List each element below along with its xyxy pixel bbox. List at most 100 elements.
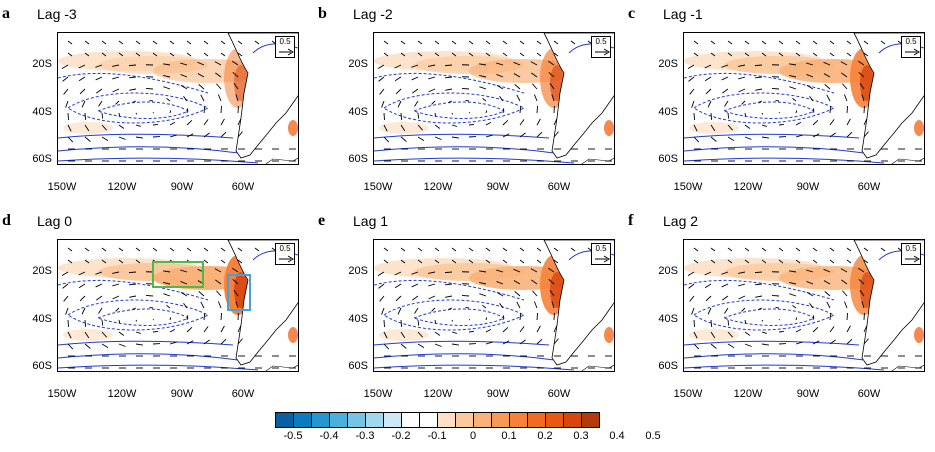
antarctic-peninsula [581,157,614,164]
wind-vector [513,73,521,78]
wind-vector [863,131,869,138]
wind-vector [163,270,171,273]
wind-vector [795,121,802,126]
wind-vector [400,259,406,264]
wind-vector [145,88,154,90]
wind-vector [394,64,402,69]
wind-vector [761,247,767,252]
lat-tick-label: 20S [348,265,368,277]
wind-vector [149,306,154,309]
wind-vector [553,52,559,57]
panel-letter: a [2,5,10,22]
lat-tick-label: 40S [348,313,368,325]
wind-vector [806,269,814,273]
wind-vector [400,331,406,339]
wind-vector [468,319,470,321]
wind-vector [823,73,831,78]
wind-vector [722,295,729,301]
antarctic-peninsula [891,364,924,371]
wind-vector [519,259,525,264]
wind-vector [434,112,437,117]
wind-vector [186,40,192,45]
wind-vector [829,119,835,126]
pressure-contour [684,72,835,94]
wind-vector [383,343,390,350]
wind-vector [775,99,780,102]
wind-vector [84,247,90,252]
wind-vector [778,123,784,126]
wind-vector [744,52,750,57]
colorbar-swatch [365,412,384,428]
wind-vector [721,64,729,68]
wind-vector [502,40,508,45]
wind-vector [689,88,695,95]
wind-vector [738,88,746,93]
wind-vector [400,112,403,121]
wind-vector [444,283,453,286]
wind-vector [237,40,243,45]
wind-vector [445,295,453,298]
map-svg [374,33,614,164]
wind-vector [812,52,818,57]
wind-vector [186,52,192,57]
wind-vector [688,76,695,82]
map-svg [684,33,924,164]
wind-vector [163,63,171,66]
wind-vector [570,247,576,252]
wind-vector [145,295,154,297]
wind-vector [775,306,780,309]
wind-vector [451,136,459,139]
wind-vector [180,84,188,90]
wind-vector [531,279,538,285]
wind-vector [704,271,712,276]
wind-vector [84,319,87,328]
wind-vector [519,132,526,138]
wind-vector [67,112,69,121]
pressure-contour [58,157,259,164]
wind-vector [744,259,750,264]
lon-tick-label: 60W [231,181,255,193]
wind-vector [687,271,695,276]
lat-tick-label: 20S [658,58,678,70]
wind-vector [220,118,225,126]
wind-vector [771,88,780,90]
lat-tick-label: 40S [658,313,678,325]
wind-vector [135,343,143,346]
panel-letter: f [628,212,634,229]
wind-vector [417,124,423,131]
reference-vector-label: 0.5 [279,37,291,46]
wind-vector [220,40,226,45]
lat-tick-label: 20S [658,265,678,277]
wind-vector [65,100,69,108]
wind-vector [118,319,121,324]
wind-vector [496,291,504,297]
wind-vector [417,40,423,45]
wind-vector [502,108,505,114]
wind-vector [96,295,103,301]
colorbar-tick-label: 0.4 [609,430,625,442]
wind-vector [721,76,729,81]
wind-vector [186,133,194,138]
wind-vector [536,259,542,264]
wind-vector [81,100,86,108]
wind-vector [829,106,832,114]
wind-vector [553,131,559,138]
wind-vector [795,247,801,252]
wind-vector [101,247,107,252]
wind-vector [67,331,72,339]
wind-vector [727,52,733,57]
wind-vector [414,100,419,107]
wind-vector [485,341,493,345]
wind-vector [233,83,239,90]
reference-vector-box: 0.5 [275,243,295,265]
wind-vector [135,52,141,57]
wind-vector [232,71,239,78]
lat-tick-label: 60S [32,360,52,372]
wind-vector [857,267,865,273]
wind-vector [135,319,138,322]
pressure-contour [413,101,506,119]
wind-vector [846,259,852,264]
wind-vector [863,259,869,264]
wind-vector [95,271,103,275]
wind-vector [863,118,868,126]
